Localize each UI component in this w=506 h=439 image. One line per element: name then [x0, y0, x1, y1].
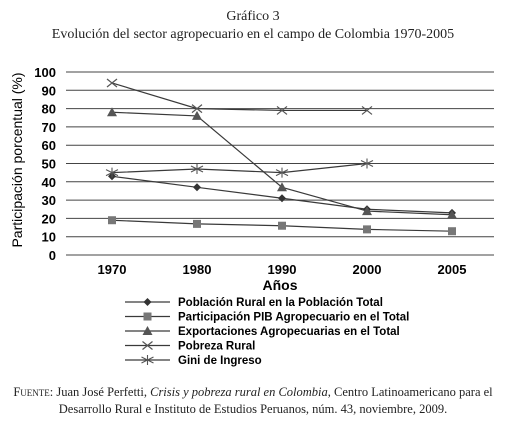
series-4: [106, 78, 373, 115]
series-5: [105, 158, 374, 178]
series-3: [107, 107, 457, 219]
series-2: [108, 216, 456, 236]
source-author: Juan José Perfetti,: [56, 385, 147, 399]
figure-number: Gráfico 3: [226, 9, 280, 24]
series-3-point-1980: [192, 110, 202, 120]
legend-item-4: Pobreza Rural: [125, 341, 255, 353]
y-tick-0: 0: [49, 248, 56, 263]
chart-caption: Gráfico 3 Evolución del sector agropecua…: [0, 8, 506, 44]
x-axis-label: Años: [263, 277, 298, 293]
source-label: Fuente:: [13, 385, 54, 399]
legend-label: Exportaciones Agropecuarias en el Total: [178, 326, 400, 338]
legend-label: Participación PIB Agropecuario en el Tot…: [178, 312, 409, 324]
legend-marker: [143, 298, 152, 306]
line-chart: 0 10 20 30 40 50 60 70 80 90 100 1970 1980 1990 2000 2…: [9, 65, 494, 367]
series-3-point-2000: [362, 206, 372, 216]
series-line-4: [111, 82, 367, 112]
y-tick-100: 100: [34, 65, 56, 80]
legend-item-3: Exportaciones Agropecuarias en el Total: [125, 326, 400, 338]
series-1: [108, 172, 456, 217]
legend-item-1: Población Rural en la Población Total: [125, 297, 383, 309]
chart-title: Evolución del sector agropecuario en el …: [51, 27, 455, 42]
series-group: [105, 78, 457, 236]
legend-marker: [142, 341, 153, 350]
legend-marker: [142, 326, 153, 335]
source-note: Fuente: Juan José Perfetti, Crisis y pob…: [10, 384, 496, 418]
x-tick-labels: 1970 1980 1990 2000 2005: [98, 262, 467, 277]
legend-label: Pobreza Rural: [178, 341, 255, 353]
series-2-point-2000: [363, 225, 371, 234]
series-2-point-2005: [448, 227, 456, 236]
series-3-point-1990: [277, 182, 287, 192]
legend-marker: [141, 355, 154, 365]
legend-label: Gini de Ingreso: [178, 355, 262, 367]
series-4-point-2000: [361, 105, 373, 115]
y-tick-10: 10: [42, 230, 56, 245]
series-5-point-1980: [190, 163, 204, 174]
series-4-point-1990: [276, 105, 288, 115]
series-4-point-1970: [106, 78, 118, 88]
x-tick-1980: 1980: [183, 262, 212, 277]
y-tick-labels: 0 10 20 30 40 50 60 70 80 90 100: [34, 65, 56, 263]
y-tick-80: 80: [42, 102, 56, 117]
series-5-point-2000: [360, 158, 374, 169]
x-tick-1990: 1990: [268, 262, 297, 277]
series-1-point-1980: [193, 183, 201, 192]
x-tick-2000: 2000: [353, 262, 382, 277]
series-2-point-1970: [108, 216, 116, 225]
legend-marker: [143, 312, 152, 321]
legend-label: Población Rural en la Población Total: [178, 297, 383, 309]
y-tick-50: 50: [42, 157, 56, 172]
x-tick-1970: 1970: [98, 262, 127, 277]
series-5-point-1970: [105, 167, 119, 178]
series-2-point-1990: [278, 221, 286, 230]
source-details: , Centro Latinoamericano para el Desarro…: [58, 385, 493, 416]
series-2-point-1980: [193, 219, 201, 228]
series-5-point-1990: [275, 167, 289, 178]
y-tick-90: 90: [42, 83, 56, 98]
series-1-point-1990: [278, 194, 286, 203]
legend-item-2: Participación PIB Agropecuario en el Tot…: [125, 312, 409, 324]
y-tick-60: 60: [42, 138, 56, 153]
legend-item-5: Gini de Ingreso: [125, 355, 262, 367]
series-line-5: [111, 162, 368, 174]
y-tick-20: 20: [42, 211, 56, 226]
y-tick-30: 30: [42, 193, 56, 208]
series-3-point-1970: [107, 107, 117, 117]
source-work-title: Crisis y pobreza rural en Colombia: [150, 385, 328, 399]
series-3-point-2005: [447, 209, 457, 219]
y-tick-40: 40: [42, 175, 56, 190]
y-tick-70: 70: [42, 120, 56, 135]
legend: Población Rural en la Población Total Par…: [125, 297, 409, 367]
y-axis-label: Participación porcentual (%): [9, 72, 25, 247]
series-4-point-1980: [191, 104, 203, 114]
x-tick-2005: 2005: [438, 262, 467, 277]
